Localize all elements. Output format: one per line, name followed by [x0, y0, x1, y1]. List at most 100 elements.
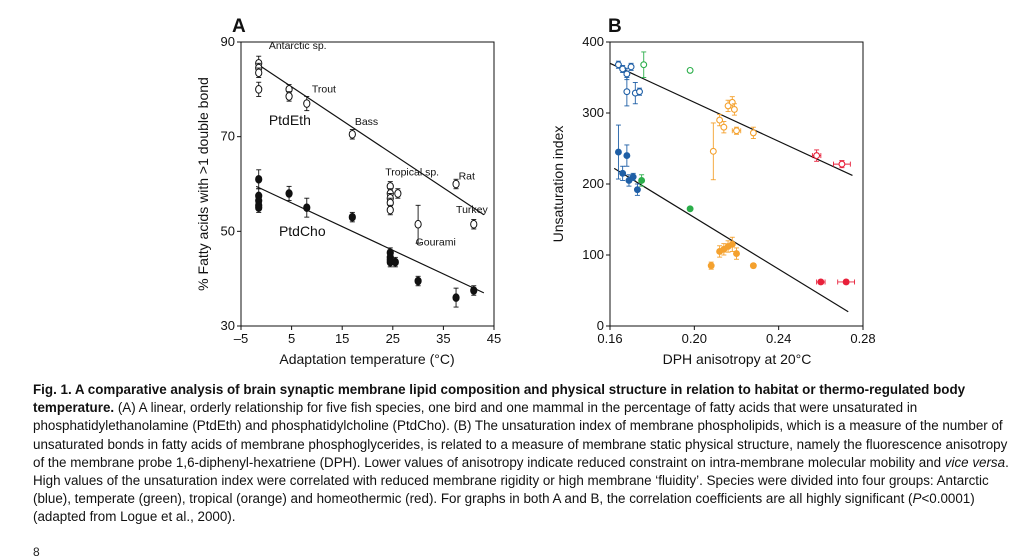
panel-b-y-tick-label: 0	[597, 318, 604, 333]
caption-italic-2: P	[912, 491, 922, 507]
panel-a-y-tick-label: 30	[221, 318, 235, 333]
panel-a-annotations: Antarctic sp. Trout Bass Tropical sp. Rat Tur…	[269, 40, 489, 248]
panel-a-point	[391, 256, 399, 268]
panel-b-y-tick-label: 400	[582, 34, 604, 49]
panel-a-annotation: Gourami	[416, 237, 456, 249]
panel-b-point-temperate	[640, 51, 648, 78]
panel-a-x-tick-label: –5	[234, 331, 248, 346]
panel-b-point-antarctic	[614, 124, 622, 180]
panel-b-point-tropical	[730, 103, 738, 116]
panel-a-point	[255, 202, 263, 213]
panel-a-annotation: PtdEth	[269, 112, 311, 128]
panel-b-point-antarctic	[614, 60, 622, 69]
panel-a-point	[348, 211, 356, 223]
caption-italic-1: vice versa	[944, 454, 1006, 470]
panel-b-x-tick-label: 0.20	[682, 331, 707, 346]
panel-a-annotation: Tropical sp.	[385, 166, 439, 178]
panel-a-point	[303, 197, 311, 218]
panel-b-y-tick-label: 100	[582, 247, 604, 262]
panel-b-point-antarctic	[636, 87, 643, 96]
figure-caption: Fig. 1. A comparative analysis of brain …	[33, 381, 1018, 527]
panel-b-point-tropical	[749, 262, 757, 270]
panel-b-point-tropical	[731, 126, 742, 135]
panel-a-x-tick-label: 45	[487, 331, 501, 346]
panel-b-y-tick-label: 300	[582, 105, 604, 120]
panel-a-y-ticks: 30 50 70 90	[221, 34, 241, 333]
panel-a-point	[303, 95, 311, 112]
panel-b-y-ticks: 0 100 200 300 400	[582, 34, 610, 333]
panel-b-point-tropical	[720, 121, 728, 134]
panel-b-point-tropical	[749, 126, 757, 140]
panel-a-fit-lines	[255, 62, 485, 294]
page-number: 8	[33, 545, 40, 559]
panel-a-x-axis-label: Adaptation temperature (°C)	[279, 351, 454, 367]
panel-a-data-points	[255, 55, 478, 308]
panel-b-point-homeothermic	[837, 278, 856, 286]
panel-b-x-tick-label: 0.24	[766, 331, 791, 346]
panel-b-point-antarctic	[619, 165, 627, 181]
panel-a-x-tick-label: 35	[436, 331, 450, 346]
panel-a-y-tick-label: 90	[221, 34, 235, 49]
panel-a-fit-line-ptdeth	[255, 62, 485, 216]
panel-a-plot-frame	[240, 41, 495, 327]
panel-a-x-ticks: –5 5 15 25 35 45	[234, 326, 501, 346]
caption-title: Fig. 1. A comparative analysis of brain …	[33, 382, 966, 416]
figure-charts: A –5 5 15 25 35 45 30 50 70 90 Antarctic sp. Trou…	[195, 16, 876, 367]
panel-a-annotation: Bass	[355, 116, 378, 128]
panel-b-point-antarctic	[623, 144, 631, 167]
panel-a-point	[386, 204, 394, 216]
panel-b-point-tropical	[716, 113, 724, 127]
panel-a-point	[285, 185, 293, 202]
panel-a-y-tick-label: 70	[221, 129, 235, 144]
panel-b-point-tropical	[733, 247, 740, 260]
panel-a-letter: A	[232, 16, 246, 37]
panel-a-point	[452, 287, 460, 308]
panel-b-point-antarctic	[633, 183, 641, 196]
panel-a-point	[414, 275, 422, 287]
panel-b-point-tropical	[720, 243, 728, 256]
panel-a-point	[285, 91, 293, 102]
panel-a-point	[394, 188, 402, 199]
caption-text-3: <0.0001) (adapted from Logue et al., 200…	[33, 491, 975, 525]
panel-a-y-tick-label: 50	[221, 223, 235, 238]
panel-a: A –5 5 15 25 35 45 30 50 70 90 Antarctic sp. Trou…	[195, 16, 501, 367]
panel-b-x-tick-label: 0.16	[597, 331, 622, 346]
panel-a-annotation: PtdCho	[279, 223, 326, 239]
panel-b-point-antarctic	[623, 77, 631, 107]
panel-a-point	[452, 178, 460, 190]
panel-a-point	[386, 256, 394, 268]
panel-a-annotation: Rat	[459, 170, 475, 182]
panel-b-x-ticks: 0.16 0.20 0.24 0.28	[597, 326, 876, 346]
panel-a-point	[470, 285, 478, 296]
panel-a-point	[255, 67, 263, 78]
panel-b-y-axis-label: Unsaturation index	[550, 126, 566, 243]
panel-b-point-temperate	[686, 205, 694, 213]
panel-b-point-homeothermic	[833, 160, 851, 169]
panel-a-annotation: Trout	[312, 84, 336, 96]
panel-b-point-tropical	[709, 122, 717, 181]
panel-a-point	[255, 81, 263, 97]
caption-text-2: . High values of the unsaturation index …	[33, 454, 1009, 507]
panel-b-data-points	[614, 51, 856, 286]
panel-a-point	[348, 129, 356, 140]
panel-a-annotation: Turkey	[456, 204, 488, 216]
panel-a-y-axis-label: % Fatty acids with >1 double bond	[195, 77, 211, 291]
panel-b-point-tropical	[707, 261, 715, 270]
panel-b-point-antarctic	[627, 62, 635, 71]
panel-b-x-tick-label: 0.28	[850, 331, 875, 346]
panel-b-y-tick-label: 200	[582, 176, 604, 191]
caption-text-1: (A) A linear, orderly relationship for f…	[33, 400, 1008, 470]
panel-a-point	[470, 219, 478, 230]
panel-b-point-homeothermic	[816, 278, 826, 286]
panel-a-point	[414, 204, 422, 244]
panel-a-x-tick-label: 25	[386, 331, 400, 346]
panel-a-annotation: Antarctic sp.	[269, 40, 327, 52]
panel-b-point-homeothermic	[811, 149, 822, 162]
panel-b-point-antarctic	[629, 172, 637, 181]
panel-b-fit-line-filled	[613, 167, 849, 313]
panel-a-x-tick-label: 5	[288, 331, 295, 346]
panel-b-point-tropical	[724, 99, 732, 113]
panel-b-letter: B	[608, 16, 622, 37]
panel-b: B 0.16 0.20 0.24 0.28 0 100 200 300 400 DPH ani…	[550, 16, 876, 367]
panel-a-x-tick-label: 15	[335, 331, 349, 346]
